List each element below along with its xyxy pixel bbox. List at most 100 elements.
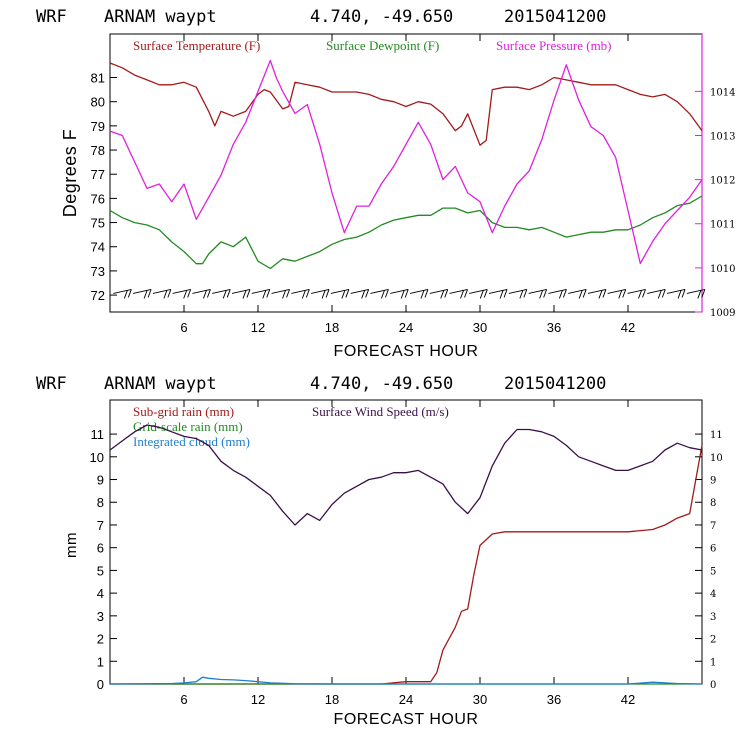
wind-barb bbox=[172, 289, 192, 299]
bottom-y2-tick-label: 4 bbox=[710, 589, 716, 600]
series-line-temperature bbox=[109, 62, 703, 146]
bottom-y2-tick-label: 3 bbox=[710, 612, 716, 623]
bottom-y-tick-label: 6 bbox=[97, 541, 104, 556]
top-panel: Surface Temperature (F) Surface Dewpoint… bbox=[60, 33, 735, 360]
top-y2-tick-label: 1009 bbox=[710, 308, 735, 319]
bottom-x-tick-label: 12 bbox=[251, 692, 265, 707]
series-line-wind bbox=[109, 424, 703, 526]
top-y-axis-label: Degrees F bbox=[60, 129, 80, 218]
top-y2-tick-label: 1013 bbox=[710, 131, 735, 142]
top-header-model: WRF bbox=[36, 7, 67, 27]
wind-barb bbox=[212, 289, 231, 299]
bottom-y-tick-label: 10 bbox=[90, 450, 104, 465]
bottom-y2-tick-label: 11 bbox=[710, 430, 723, 441]
top-x-tick-label: 42 bbox=[621, 320, 635, 335]
top-y-tick-label: 75 bbox=[91, 216, 105, 231]
top-y-tick-label: 77 bbox=[91, 167, 105, 182]
series-line-pressure bbox=[109, 59, 703, 265]
top-legend: Surface Temperature (F) Surface Dewpoint… bbox=[133, 38, 612, 53]
bottom-y-tick-label: 7 bbox=[97, 518, 104, 533]
bottom-y-tick-label: 9 bbox=[97, 473, 104, 488]
series-line-cloud bbox=[109, 676, 703, 685]
legend-pressure: Surface Pressure (mb) bbox=[496, 38, 612, 53]
bottom-x-axis-label: FORECAST HOUR bbox=[334, 711, 479, 728]
bottom-y-tick-label: 3 bbox=[97, 609, 104, 624]
wind-barb bbox=[370, 289, 389, 299]
bottom-x-tick-label: 24 bbox=[399, 692, 413, 707]
wind-barb bbox=[449, 289, 468, 299]
top-x-tick-label: 36 bbox=[547, 320, 561, 335]
wind-barb bbox=[686, 289, 706, 299]
bottom-y2-tick-label: 0 bbox=[710, 680, 716, 691]
wind-barb bbox=[192, 289, 211, 299]
wind-barb bbox=[627, 289, 646, 299]
legend-wind-speed: Surface Wind Speed (m/s) bbox=[312, 404, 449, 419]
series-line-dewpoint bbox=[109, 195, 703, 270]
legend-integrated-cloud: Integrated cloud (mm) bbox=[133, 434, 250, 449]
bottom-legend: Sub-grid rain (mm) Surface Wind Speed (m… bbox=[133, 404, 449, 449]
top-x-tick-label: 6 bbox=[180, 320, 187, 335]
bottom-y-tick-label: 5 bbox=[97, 563, 104, 578]
legend-subgrid-rain: Sub-grid rain (mm) bbox=[133, 404, 234, 419]
wind-barb bbox=[409, 289, 429, 299]
wind-barb bbox=[528, 289, 548, 299]
bottom-y-tick-label: 1 bbox=[97, 654, 104, 669]
bottom-y2-tick-label: 6 bbox=[710, 544, 716, 555]
wind-barb bbox=[666, 289, 686, 299]
wind-barb bbox=[647, 289, 666, 299]
top-y2-tick-label: 1010 bbox=[710, 264, 735, 275]
wind-barb bbox=[429, 289, 449, 299]
top-plot-frame bbox=[109, 33, 703, 313]
wind-barb bbox=[152, 289, 172, 299]
top-y2-tick-label: 1014 bbox=[710, 87, 735, 98]
wind-barb bbox=[587, 289, 607, 299]
top-x-tick-label: 24 bbox=[399, 320, 413, 335]
wind-barb bbox=[607, 289, 627, 299]
top-header-station: ARNAM waypt bbox=[104, 7, 217, 27]
bottom-y2-tick-label: 8 bbox=[710, 498, 716, 509]
bottom-y-tick-label: 2 bbox=[97, 632, 104, 647]
top-y-tick-label: 81 bbox=[91, 71, 105, 86]
bottom-y-tick-label: 8 bbox=[97, 495, 104, 510]
bottom-x-tick-label: 42 bbox=[621, 692, 635, 707]
wind-barb bbox=[330, 289, 350, 299]
bottom-x-tick-label: 36 bbox=[547, 692, 561, 707]
wind-barb bbox=[291, 289, 310, 299]
series-line-subgrid bbox=[110, 445, 703, 685]
wind-barb bbox=[113, 289, 132, 299]
bottom-x-tick-label: 30 bbox=[473, 692, 487, 707]
bottom-header-station: ARNAM waypt bbox=[104, 374, 217, 394]
bottom-header-model: WRF bbox=[36, 374, 67, 394]
top-y-tick-label: 73 bbox=[91, 264, 105, 279]
bottom-y2-tick-label: 9 bbox=[710, 476, 716, 487]
top-y-tick-label: 78 bbox=[91, 143, 105, 158]
bottom-y-tick-label: 4 bbox=[97, 586, 104, 601]
top-x-tick-label: 12 bbox=[251, 320, 265, 335]
wind-barb bbox=[568, 289, 587, 299]
wind-barb bbox=[231, 289, 251, 299]
legend-gridscale-rain: Grid-scale rain (mm) bbox=[133, 419, 243, 434]
bottom-y2-tick-label: 7 bbox=[710, 521, 716, 532]
bottom-header-init: 2015041200 bbox=[504, 374, 606, 394]
bottom-header-coords: 4.740, -49.650 bbox=[310, 374, 453, 394]
top-y-tick-label: 80 bbox=[91, 95, 105, 110]
wind-barb bbox=[350, 289, 370, 299]
wind-barb bbox=[271, 289, 290, 299]
top-x-axis-label: FORECAST HOUR bbox=[334, 343, 479, 360]
wind-barb bbox=[508, 289, 528, 299]
bottom-panel: Sub-grid rain (mm) Surface Wind Speed (m… bbox=[63, 399, 723, 728]
bottom-x-tick-label: 18 bbox=[325, 692, 339, 707]
wind-barb bbox=[548, 289, 567, 299]
wind-barb bbox=[390, 289, 409, 299]
top-header-coords: 4.740, -49.650 bbox=[310, 7, 453, 27]
bottom-y-axis-label: mm bbox=[63, 532, 80, 558]
top-x-tick-label: 30 bbox=[473, 320, 487, 335]
top-y-tick-label: 74 bbox=[91, 240, 105, 255]
bottom-y2-tick-label: 5 bbox=[710, 566, 716, 577]
top-y-tick-label: 76 bbox=[91, 191, 105, 206]
bottom-y-tick-label: 11 bbox=[91, 427, 105, 442]
top-y-tick-label: 79 bbox=[91, 119, 105, 134]
top-header-init: 2015041200 bbox=[504, 7, 606, 27]
bottom-x-tick-label: 6 bbox=[180, 692, 187, 707]
